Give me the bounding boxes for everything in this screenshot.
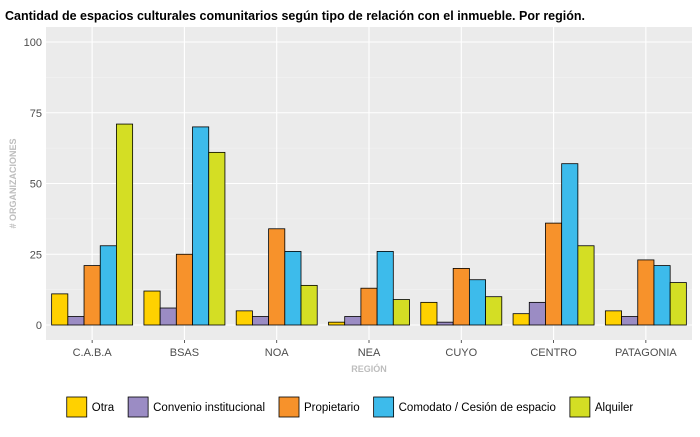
legend-item: Otra <box>66 396 115 418</box>
bar <box>344 316 362 326</box>
bar <box>268 228 286 326</box>
bar <box>67 316 85 326</box>
bar <box>300 284 318 326</box>
bar <box>252 316 270 326</box>
bar <box>621 316 639 326</box>
bar <box>452 267 470 326</box>
x-tick-label: CUYO <box>445 347 477 359</box>
x-axis-label: REGIÓN <box>351 363 387 374</box>
legend-label: Alquiler <box>595 402 634 414</box>
x-axis-ticks: C.A.B.A BSAS NOA NEA CUYO CENTRO PATAGONIA <box>73 340 677 359</box>
legend: Otra Convenio institucional Propietario Com… <box>66 396 634 418</box>
legend-swatch <box>373 396 395 418</box>
bar <box>545 222 563 326</box>
bar <box>392 299 410 326</box>
legend-label: Convenio institucional <box>153 402 265 414</box>
bar <box>83 265 101 326</box>
legend-swatch <box>569 396 591 418</box>
legend-swatch <box>278 396 300 418</box>
bar <box>420 301 438 326</box>
bar <box>468 279 486 326</box>
bar <box>175 253 193 326</box>
bar <box>604 310 622 326</box>
x-tick-label: NEA <box>358 347 381 359</box>
legend-label: Comodato / Cesión de espacio <box>399 402 556 414</box>
y-tick-label: 100 <box>24 37 42 49</box>
legend-swatch <box>127 396 149 418</box>
legend-label: Propietario <box>304 402 360 414</box>
bar <box>328 321 346 326</box>
bar <box>360 287 378 326</box>
bar <box>485 296 503 326</box>
legend-item: Propietario <box>278 396 360 418</box>
legend-item: Comodato / Cesión de espacio <box>373 396 556 418</box>
bar <box>51 293 69 326</box>
x-tick-label: C.A.B.A <box>73 347 113 359</box>
x-tick-label: CENTRO <box>530 347 577 359</box>
bar <box>143 290 161 326</box>
y-tick-label: 25 <box>30 249 42 261</box>
bar <box>577 245 595 326</box>
bar <box>512 313 530 326</box>
bar <box>376 251 394 326</box>
bar <box>99 245 117 326</box>
y-tick-label: 0 <box>36 320 42 332</box>
y-axis-label: # ORGANIZACIONES <box>8 138 18 228</box>
bar <box>637 259 655 326</box>
bar <box>653 265 671 326</box>
bar <box>669 282 687 326</box>
x-tick-label: NOA <box>265 347 290 359</box>
legend-item: Alquiler <box>569 396 634 418</box>
legend-item: Convenio institucional <box>127 396 265 418</box>
bar <box>235 310 253 326</box>
bar <box>192 126 210 326</box>
bar <box>208 151 226 326</box>
bar <box>116 123 134 326</box>
bar <box>436 321 454 326</box>
chart-title: Cantidad de espacios culturales comunita… <box>5 9 585 23</box>
x-tick-label: PATAGONIA <box>615 347 677 359</box>
bar <box>561 163 579 326</box>
x-tick-label: BSAS <box>170 347 199 359</box>
bar <box>284 251 302 326</box>
bars <box>51 123 687 326</box>
legend-swatch <box>66 396 88 418</box>
y-tick-label: 75 <box>30 108 42 120</box>
bar <box>528 301 546 326</box>
y-tick-label: 50 <box>30 179 42 191</box>
legend-label: Otra <box>92 402 115 414</box>
y-axis-ticks: 0 25 50 75 100 <box>24 37 42 332</box>
bar <box>159 307 177 326</box>
